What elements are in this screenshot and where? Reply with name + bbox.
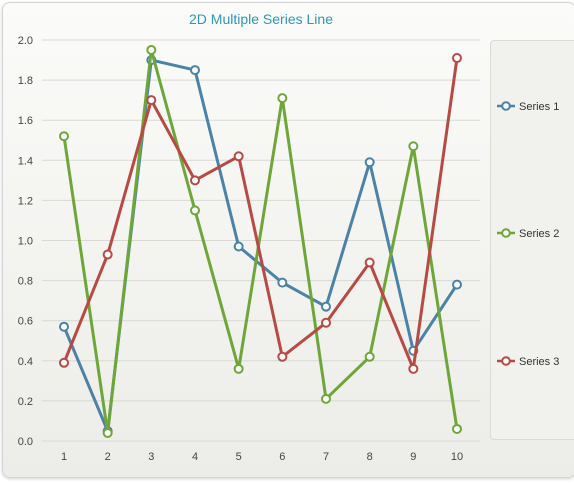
data-point[interactable] bbox=[102, 249, 113, 260]
data-point[interactable] bbox=[190, 65, 200, 76]
data-point[interactable] bbox=[102, 427, 113, 438]
data-point[interactable] bbox=[146, 95, 157, 106]
y-tick-label: 0.4 bbox=[18, 356, 33, 368]
data-point[interactable] bbox=[364, 257, 375, 268]
data-point[interactable] bbox=[452, 53, 462, 64]
data-point[interactable] bbox=[364, 157, 375, 168]
data-point[interactable] bbox=[321, 317, 331, 328]
legend: Series 1 Series 2 Series 3 bbox=[497, 101, 559, 368]
data-point[interactable] bbox=[146, 45, 157, 56]
data-point[interactable] bbox=[277, 93, 288, 104]
y-tick-label: 1.6 bbox=[18, 115, 33, 127]
legend-marker-icon bbox=[501, 356, 511, 366]
series-1 bbox=[59, 55, 462, 436]
y-axis: 0.0 0.2 0.4 0.6 0.8 1.0 1.2 1.4 1.6 1.8 2.0 bbox=[18, 35, 33, 448]
y-tick-label: 0.8 bbox=[18, 276, 33, 288]
data-point[interactable] bbox=[59, 131, 69, 142]
x-tick-label: 7 bbox=[323, 451, 329, 463]
series-line bbox=[62, 58, 459, 433]
legend-label: Series 2 bbox=[519, 228, 559, 240]
series-3 bbox=[59, 53, 462, 374]
legend-marker-icon bbox=[501, 101, 511, 111]
data-point[interactable] bbox=[321, 393, 331, 404]
series-lines bbox=[59, 45, 462, 438]
y-tick-label: 2.0 bbox=[18, 35, 33, 47]
x-tick-label: 10 bbox=[451, 451, 463, 463]
x-tick-label: 1 bbox=[61, 451, 67, 463]
data-point[interactable] bbox=[233, 151, 244, 162]
legend-marker-icon bbox=[501, 228, 511, 238]
chart-title: 2D Multiple Series Line bbox=[189, 11, 333, 27]
x-tick-label: 8 bbox=[367, 451, 373, 463]
series-line bbox=[62, 56, 459, 371]
y-tick-label: 1.8 bbox=[18, 75, 33, 87]
legend-item[interactable]: Series 3 bbox=[497, 356, 559, 368]
data-point[interactable] bbox=[452, 279, 462, 290]
legend-item[interactable]: Series 2 bbox=[497, 228, 559, 240]
data-point[interactable] bbox=[59, 357, 69, 368]
y-tick-label: 0.6 bbox=[18, 316, 33, 328]
x-tick-label: 4 bbox=[192, 451, 198, 463]
x-tick-label: 3 bbox=[148, 451, 154, 463]
data-point[interactable] bbox=[408, 363, 419, 374]
y-tick-label: 1.4 bbox=[18, 155, 33, 167]
data-point[interactable] bbox=[190, 205, 200, 216]
data-point[interactable] bbox=[452, 423, 462, 434]
data-point[interactable] bbox=[190, 175, 200, 186]
y-tick-label: 0.0 bbox=[18, 436, 33, 448]
data-point[interactable] bbox=[321, 301, 331, 312]
data-point[interactable] bbox=[233, 363, 244, 374]
x-axis: 1 2 3 4 5 6 7 8 9 10 bbox=[61, 451, 463, 463]
data-point[interactable] bbox=[233, 241, 244, 252]
legend-label: Series 3 bbox=[519, 356, 559, 368]
x-tick-label: 2 bbox=[105, 451, 111, 463]
legend-item[interactable]: Series 1 bbox=[497, 101, 559, 113]
y-tick-label: 1.0 bbox=[18, 236, 33, 248]
data-point[interactable] bbox=[364, 351, 375, 362]
x-tick-label: 6 bbox=[279, 451, 285, 463]
series-2 bbox=[59, 45, 462, 438]
grid-lines bbox=[42, 39, 480, 442]
legend-label: Series 1 bbox=[519, 101, 559, 113]
data-point[interactable] bbox=[408, 141, 419, 152]
series-line bbox=[62, 48, 459, 435]
y-tick-label: 1.2 bbox=[18, 195, 33, 207]
data-point[interactable] bbox=[277, 277, 288, 288]
y-tick-label: 0.2 bbox=[18, 396, 33, 408]
x-tick-label: 9 bbox=[410, 451, 416, 463]
data-point[interactable] bbox=[59, 321, 69, 332]
x-tick-label: 5 bbox=[236, 451, 242, 463]
data-point[interactable] bbox=[277, 351, 288, 362]
